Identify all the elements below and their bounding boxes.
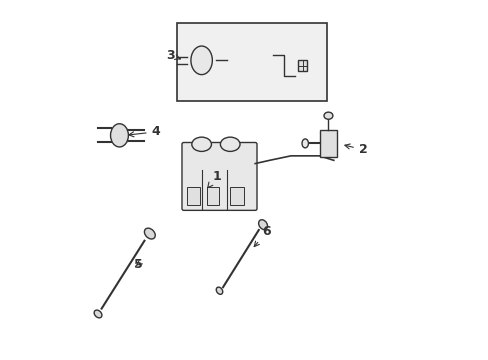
Ellipse shape bbox=[302, 139, 308, 148]
Ellipse shape bbox=[324, 112, 332, 119]
Ellipse shape bbox=[216, 287, 223, 294]
Ellipse shape bbox=[258, 220, 267, 230]
Ellipse shape bbox=[190, 46, 212, 75]
Text: 1: 1 bbox=[207, 170, 221, 188]
Ellipse shape bbox=[191, 137, 211, 152]
Bar bbox=[319, 130, 337, 157]
Ellipse shape bbox=[144, 228, 155, 239]
Bar bbox=[206, 187, 219, 205]
Text: 6: 6 bbox=[254, 225, 270, 247]
Ellipse shape bbox=[220, 137, 240, 152]
Bar bbox=[298, 60, 306, 71]
Ellipse shape bbox=[110, 124, 128, 147]
Text: 4: 4 bbox=[128, 125, 160, 138]
Bar bbox=[176, 23, 326, 102]
Ellipse shape bbox=[94, 310, 102, 318]
Text: 5: 5 bbox=[134, 257, 142, 270]
Bar bbox=[230, 187, 244, 205]
Text: 2: 2 bbox=[344, 143, 367, 156]
Bar bbox=[187, 187, 200, 205]
Text: 3: 3 bbox=[165, 49, 180, 62]
FancyBboxPatch shape bbox=[182, 143, 257, 210]
